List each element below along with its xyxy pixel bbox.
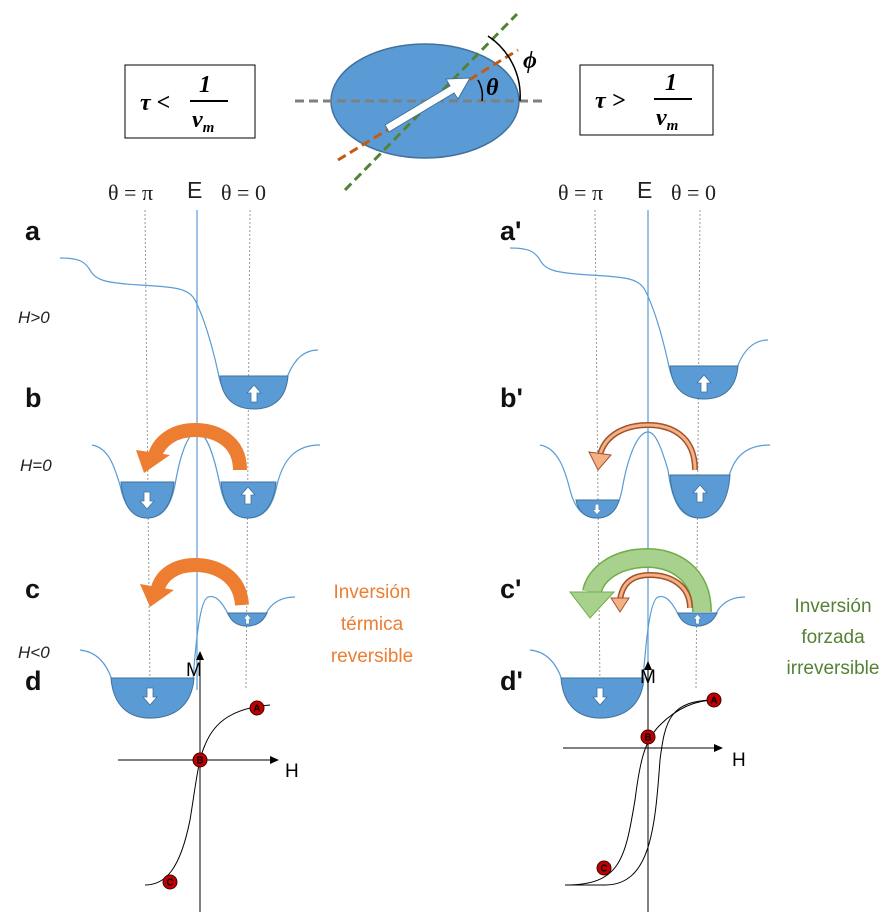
note: forzada [801, 627, 865, 648]
thermal-arrow-head [140, 584, 174, 607]
denominator-subscript: m [203, 120, 215, 136]
denominator-subscript: m [667, 118, 679, 134]
energy-panel [510, 248, 768, 399]
magnetization-curve [145, 705, 270, 885]
thermal-arrow [620, 575, 690, 608]
note: Inversión [794, 596, 871, 617]
energy-curve [92, 432, 320, 518]
condition-lhs: τ > [595, 88, 625, 114]
hysteresis-branch [565, 700, 716, 885]
theta-zero-label: θ = 0 [221, 180, 266, 205]
thermal-arrow-head [611, 598, 629, 612]
column-right: θ = π E θ = 0 a' b' c' [500, 177, 879, 912]
theta-label: θ [486, 75, 499, 101]
page: { "header": { "left_condition": {"lhs": … [0, 0, 893, 917]
energy-curve [540, 432, 770, 518]
panel-label: c' [500, 574, 521, 604]
note: irreversible [787, 658, 880, 679]
field-label: H>0 [18, 308, 50, 327]
point-label: A [253, 704, 260, 715]
theta-pi-label: θ = π [558, 180, 603, 205]
panel-label: b' [500, 383, 523, 413]
note: térmica [341, 614, 404, 635]
axis-label: H [285, 761, 299, 782]
energy-label: E [637, 177, 652, 203]
theta-pi-label: θ = π [108, 180, 153, 205]
point-label: B [644, 733, 651, 744]
point-label: A [710, 696, 717, 707]
axis-label: H [732, 750, 746, 771]
note: reversible [331, 646, 413, 667]
thermal-arrow [158, 565, 242, 605]
condition-lhs: τ < [140, 90, 170, 116]
point-label: B [196, 756, 203, 767]
field-label: H=0 [20, 456, 52, 475]
diagram: τ < 1 νm τ > 1 νm θ ϕ θ = π E θ = 0 a H>… [0, 0, 893, 917]
numerator: 1 [199, 72, 211, 98]
panel-label: b [25, 383, 42, 413]
field-label: H<0 [18, 643, 50, 662]
theta-zero-label: θ = 0 [671, 180, 716, 205]
thermal-arrow-head [589, 452, 611, 470]
denominator-symbol: ν [192, 107, 203, 133]
phi-label: ϕ [523, 48, 537, 74]
panel-label: d' [500, 666, 523, 696]
column-left: θ = π E θ = 0 a H>0 b H=0 c H<0 [18, 177, 413, 912]
hysteresis-branch [565, 700, 716, 885]
guide-line [145, 210, 150, 690]
panel-label: a [25, 216, 41, 246]
energy-label: E [187, 177, 202, 203]
energy-panel [80, 597, 295, 718]
note: Inversión [333, 582, 410, 603]
numerator: 1 [665, 70, 677, 96]
header: τ < 1 νm τ > 1 νm θ ϕ [125, 14, 713, 190]
axis-label: M [186, 660, 202, 681]
forced-arrow-head [570, 592, 614, 618]
point-label: C [166, 878, 173, 889]
axis-label: M [640, 667, 656, 688]
panel-label: c [25, 574, 40, 604]
point-label: C [600, 864, 607, 875]
panel-label: d [25, 666, 42, 696]
denominator-symbol: ν [656, 105, 667, 131]
panel-label: a' [500, 216, 521, 246]
thermal-arrow-head [136, 450, 170, 473]
energy-panel [60, 258, 318, 409]
